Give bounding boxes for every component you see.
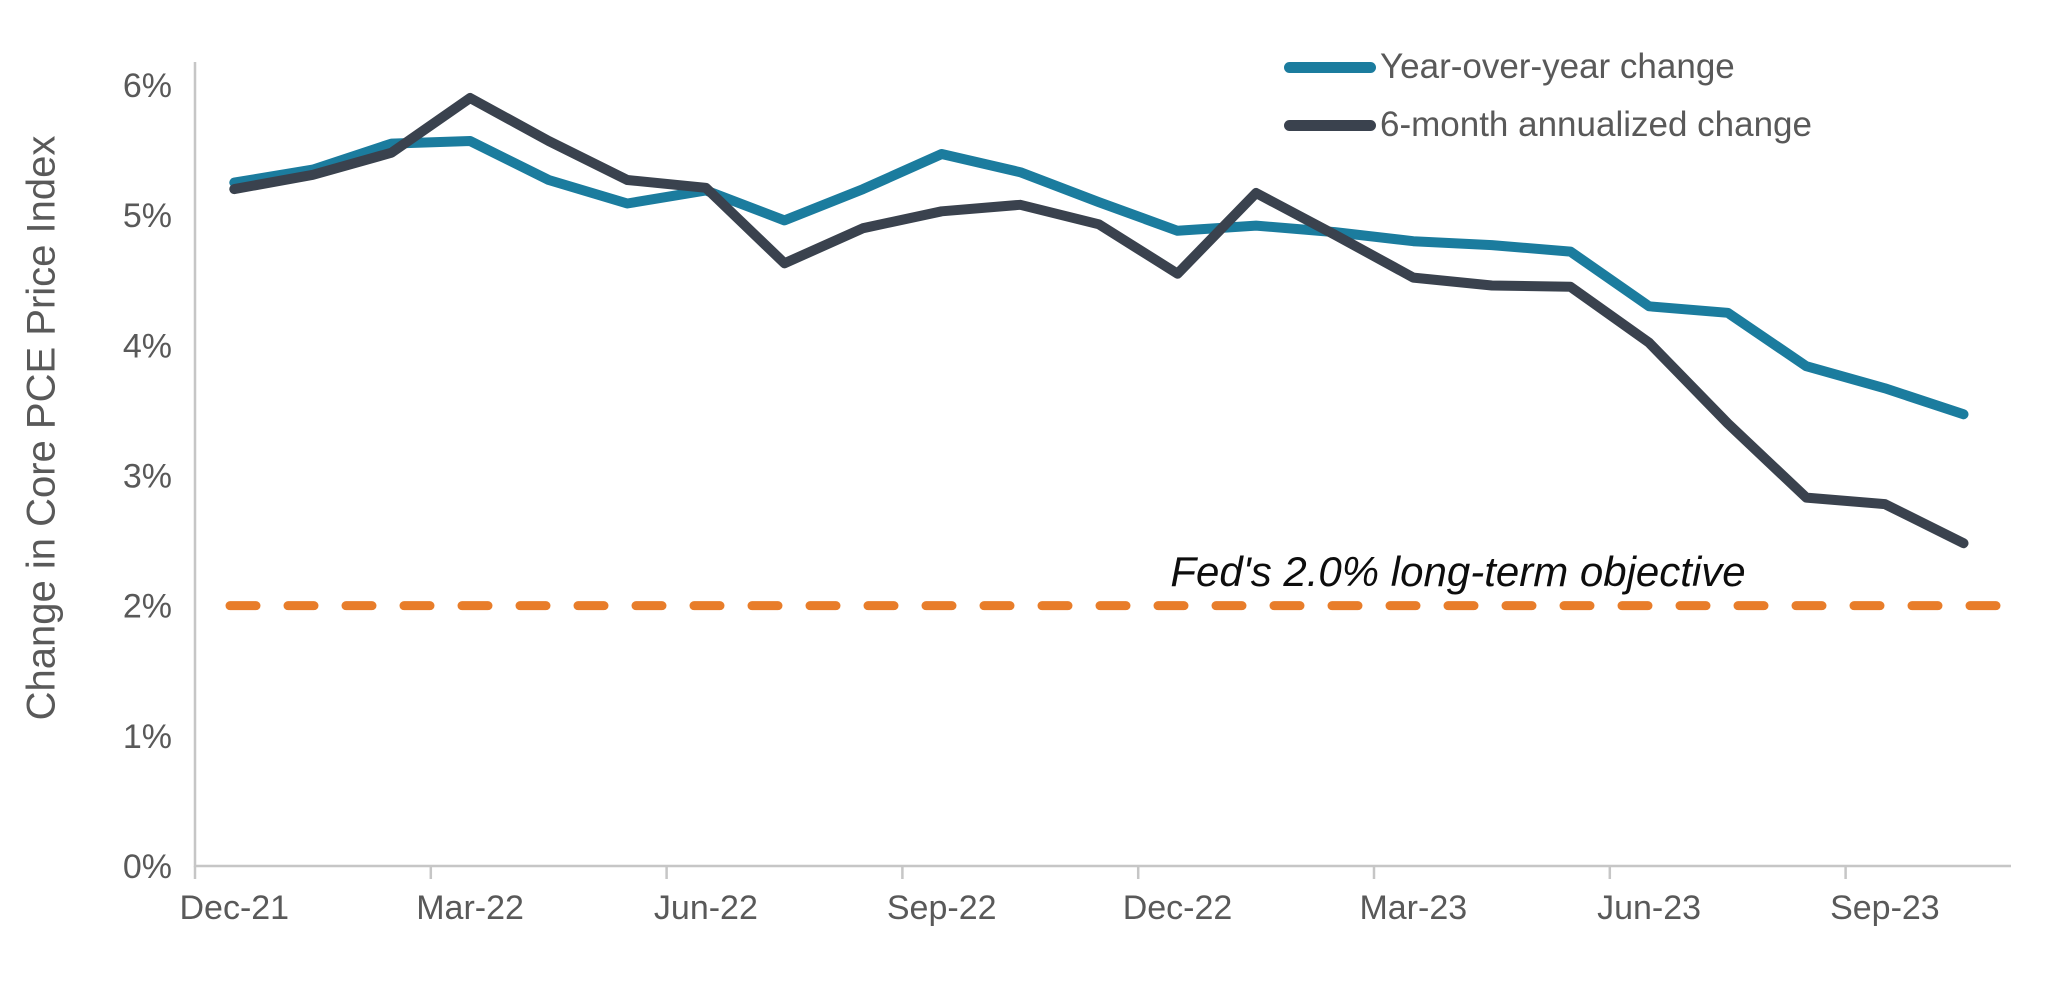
x-axis-label: Jun-23 [1597,889,1701,927]
series-line-yoy [229,136,1969,420]
legend-swatch-6m [1284,119,1376,131]
legend: Year-over-year change 6-month annualized… [1284,46,1812,146]
y-axis-label: 5% [123,197,172,235]
y-axis-label: 1% [123,718,172,756]
y-axis-label: 2% [123,588,172,626]
x-axis-label: Sep-22 [887,889,997,927]
x-axis-label: Sep-23 [1830,889,1940,927]
legend-label-6m: 6-month annualized change [1380,105,1812,144]
legend-swatch-yoy [1284,61,1376,73]
x-axis-label: Mar-22 [416,889,524,927]
axis-lines [193,62,2011,868]
x-axis-label: Jun-22 [654,889,758,927]
series-line-6m-annualized [229,93,1969,549]
legend-label-yoy: Year-over-year change [1380,47,1735,86]
x-axis-label: Mar-23 [1359,889,1467,927]
y-axis-label: 6% [123,67,172,105]
legend-item-yoy: Year-over-year change [1284,46,1812,88]
y-axis-label: 3% [123,458,172,496]
y-axis-label: 4% [123,327,172,365]
legend-item-6m: 6-month annualized change [1284,104,1812,146]
fed-target-annotation: Fed's 2.0% long-term objective [1170,548,1746,595]
y-axis-title: Change in Core PCE Price Index [19,135,64,721]
x-axis-label: Dec-21 [179,889,289,927]
x-axis-label: Dec-22 [1123,889,1233,927]
y-axis-label: 0% [123,848,172,886]
